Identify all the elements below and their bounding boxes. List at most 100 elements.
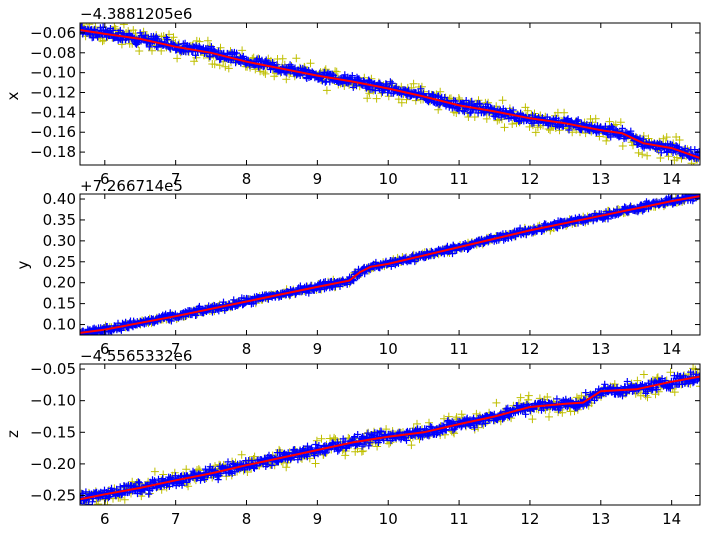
y-tick-label-z: −0.15 xyxy=(30,423,76,441)
plot-area-z: 6 7 8 9 10 11 12 13 14 −0.25 −0.20 −0.15 −0.10 −0.05 xyxy=(30,360,701,528)
raw-point-x xyxy=(672,153,681,162)
filtered-point-x xyxy=(574,116,582,124)
x-tick-label-z: 8 xyxy=(242,510,252,528)
smoothed-line-z xyxy=(80,375,700,501)
filtered-point-x xyxy=(192,51,199,59)
filtered-series-y xyxy=(80,194,700,335)
y-tick-label-y: 0.15 xyxy=(43,295,76,313)
raw-point-x xyxy=(261,69,270,78)
filtered-point-z xyxy=(666,384,674,392)
x-tick-label-x: 13 xyxy=(591,170,610,188)
filtered-point-x xyxy=(233,49,241,57)
filtered-point-x xyxy=(607,133,615,141)
raw-point-z xyxy=(444,412,453,421)
raw-point-x xyxy=(523,106,532,115)
x-tick-label-y: 9 xyxy=(313,340,323,358)
raw-point-x xyxy=(238,46,247,55)
filtered-point-z xyxy=(201,476,209,483)
raw-point-x xyxy=(203,36,212,45)
y-axis-label-z: z xyxy=(4,430,22,438)
raw-point-x xyxy=(135,47,144,55)
filtered-point-z xyxy=(81,502,83,505)
x-tick-label-y: 7 xyxy=(171,340,181,358)
raw-point-x xyxy=(493,116,502,125)
filtered-point-z xyxy=(108,484,115,492)
raw-point-x xyxy=(546,126,555,135)
filtered-point-z xyxy=(643,387,651,395)
filtered-point-y xyxy=(117,326,125,334)
filtered-point-x xyxy=(109,26,117,34)
filtered-point-y xyxy=(500,236,508,244)
raw-point-x xyxy=(687,159,696,165)
raw-point-x xyxy=(436,87,445,96)
y-tick-label-x: −0.14 xyxy=(30,103,76,121)
raw-point-x xyxy=(616,118,625,127)
plot-area-y: 6 7 8 9 10 11 12 13 14 0.10 0.15 0.20 0.25 0.30 0.35 0.… xyxy=(43,190,701,358)
raw-point-x xyxy=(256,67,265,76)
raw-point-x xyxy=(662,133,671,142)
raw-point-x xyxy=(98,37,107,46)
raw-point-z xyxy=(457,410,466,419)
filtered-point-z xyxy=(623,378,631,385)
x-tick-label-y: 11 xyxy=(450,340,469,358)
raw-point-z xyxy=(666,368,675,377)
raw-point-z xyxy=(577,391,586,400)
filtered-point-y xyxy=(621,203,629,211)
offset-label-x: −4.3881205e6 xyxy=(80,5,192,23)
raw-point-z xyxy=(120,495,129,504)
raw-point-x xyxy=(417,82,426,91)
plot-area-x: 6 7 8 9 10 11 12 13 14 −0.18 −0.16 −0.14−0.12 −0.10 −… xyxy=(30,22,701,188)
raw-point-z xyxy=(326,434,334,443)
raw-point-x xyxy=(664,152,673,161)
filtered-point-z xyxy=(449,426,457,434)
raw-point-z xyxy=(182,465,191,474)
raw-point-x xyxy=(629,141,637,150)
raw-point-x xyxy=(560,108,569,117)
x-tick-label-x: 8 xyxy=(242,170,252,188)
x-tick-label-z: 14 xyxy=(662,510,681,528)
y-axis-label-x: x xyxy=(4,91,22,100)
x-tick-label-z: 13 xyxy=(591,510,610,528)
raw-point-x xyxy=(157,46,166,55)
x-tick-label-x: 10 xyxy=(379,170,398,188)
raw-point-x xyxy=(322,86,331,95)
filtered-point-y xyxy=(522,231,530,239)
filtered-point-x xyxy=(509,106,517,114)
raw-point-x xyxy=(409,79,418,88)
filtered-point-x xyxy=(388,79,396,87)
raw-point-z xyxy=(492,398,501,407)
filtered-point-z xyxy=(104,494,112,502)
x-tick-label-x: 7 xyxy=(171,170,181,188)
raw-point-z xyxy=(524,395,533,404)
y-tick-label-y: 0.20 xyxy=(43,274,76,292)
raw-point-x xyxy=(85,23,94,29)
y-tick-label-y: 0.10 xyxy=(43,316,76,334)
y-axis-label-y: y xyxy=(14,260,32,269)
x-tick-label-x: 11 xyxy=(450,170,469,188)
raw-point-z xyxy=(373,442,382,451)
raw-point-x xyxy=(148,46,156,55)
raw-point-x xyxy=(306,59,315,68)
raw-point-x xyxy=(656,154,665,162)
raw-point-x xyxy=(278,54,287,63)
raw-point-x xyxy=(602,136,611,145)
filtered-point-x xyxy=(164,36,172,44)
axes-frame-y xyxy=(79,193,701,336)
filtered-point-z xyxy=(263,460,271,468)
raw-point-z xyxy=(382,425,391,434)
smoothed-line-y xyxy=(80,195,700,334)
data-layer-z xyxy=(80,364,700,505)
raw-point-z xyxy=(282,463,291,472)
raw-point-x xyxy=(397,98,406,107)
data-layer-y xyxy=(80,194,700,335)
filtered-point-z xyxy=(354,431,362,438)
raw-point-x xyxy=(129,26,138,35)
filtered-point-x xyxy=(627,127,635,135)
raw-point-x xyxy=(644,134,653,143)
axes-frame-z xyxy=(79,363,701,506)
y-tick-label-x: −0.18 xyxy=(30,143,76,161)
filtered-point-z xyxy=(506,413,513,421)
x-tick-label-x: 14 xyxy=(662,170,681,188)
raw-point-x xyxy=(591,114,600,123)
